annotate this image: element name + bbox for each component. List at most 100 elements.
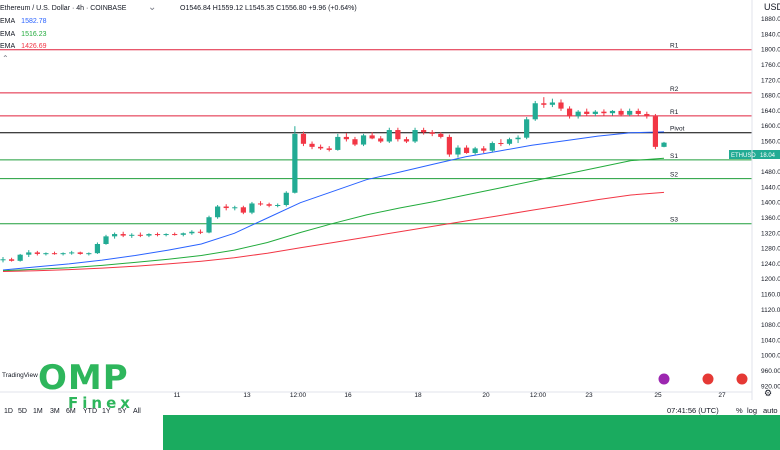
timeframe-5d[interactable]: 5D — [18, 408, 27, 415]
candle-body — [566, 108, 573, 117]
log-toggle[interactable]: log — [747, 406, 758, 415]
symbol-title[interactable]: Ethereum / U.S. Dollar · 4h · COINBASE — [0, 5, 127, 12]
flag-icon — [702, 373, 714, 385]
y-tick-label: 1120.00 — [761, 307, 780, 314]
candle-body — [412, 130, 418, 142]
candle-body — [232, 207, 238, 209]
candle-body — [206, 217, 212, 233]
clock[interactable]: 07:41:56 (UTC) — [667, 406, 719, 415]
candle-body — [584, 111, 590, 114]
candle-body — [524, 119, 530, 138]
settings-gear-icon[interactable]: ⚙ — [764, 388, 773, 398]
currency-menu[interactable]: USD — [764, 2, 780, 12]
candle-body — [635, 110, 641, 114]
x-tick-label: 20 — [482, 392, 490, 399]
candle-body — [378, 138, 384, 142]
candle-body — [592, 111, 598, 114]
timeframe-1d[interactable]: 1D — [4, 408, 13, 415]
finex-logo: Finex — [68, 394, 134, 412]
candle-body — [77, 252, 83, 254]
candle-body — [463, 147, 470, 153]
timeframe-1m[interactable]: 1M — [33, 408, 43, 415]
y-tick-label: 960.00 — [761, 368, 780, 375]
candle-body — [661, 142, 667, 147]
ema-line-2 — [2, 157, 665, 272]
y-tick-label: 1320.00 — [761, 230, 780, 237]
y-tick-label: 1080.00 — [761, 322, 780, 329]
candle-body — [515, 137, 521, 140]
x-tick-label: 27 — [718, 392, 726, 399]
auto-toggle[interactable]: auto — [763, 406, 778, 415]
candle-body — [455, 147, 461, 155]
candle-body — [300, 133, 307, 144]
ohlc-readout: O1546.84 H1559.12 L1545.35 C1556.80 +9.9… — [180, 5, 357, 12]
candle-body — [627, 110, 633, 115]
candle-body — [137, 234, 143, 236]
candle-body — [472, 148, 478, 153]
timeframe-6m[interactable]: 6M — [66, 408, 76, 415]
level-label-r2: R2 — [670, 86, 679, 93]
candle-body — [446, 136, 452, 155]
ema-legend-3[interactable]: EMA 1426.69 — [0, 43, 47, 50]
percent-toggle[interactable]: % — [736, 406, 743, 415]
y-tick-label: 1280.00 — [761, 246, 780, 253]
candle-body — [489, 143, 495, 151]
candle-body — [0, 259, 6, 261]
candle-body — [532, 103, 538, 120]
x-tick-label: 11 — [174, 392, 181, 399]
candle-body — [403, 139, 410, 142]
x-tick-label: 13 — [243, 392, 251, 399]
event-icons[interactable] — [658, 373, 748, 385]
timeframe-1y[interactable]: 1Y — [102, 408, 111, 415]
candle-body — [309, 143, 315, 147]
candle-body — [541, 103, 547, 105]
level-label-s1: S1 — [670, 153, 678, 160]
y-tick-label: 1480.00 — [761, 169, 780, 176]
y-tick-label: 1560.00 — [761, 139, 780, 146]
candle-body — [352, 139, 358, 145]
candle-body — [215, 206, 221, 218]
candle-body — [8, 259, 15, 261]
candle-body — [111, 234, 118, 237]
candle-body — [498, 143, 504, 145]
y-tick-label: 1440.00 — [761, 184, 780, 191]
candle-body — [197, 231, 204, 233]
x-tick-label: 25 — [654, 392, 662, 399]
ema-legend-1[interactable]: EMA 1582.78 — [0, 18, 47, 25]
timeframe-all[interactable]: All — [133, 408, 141, 415]
candle-body — [369, 135, 375, 139]
y-tick-label: 920.00 — [761, 383, 780, 390]
candle-body — [421, 130, 427, 133]
y-tick-label: 1720.00 — [761, 77, 780, 84]
candle-body — [257, 203, 264, 205]
ema-legend-2[interactable]: EMA 1516.23 — [0, 31, 47, 38]
candle-body — [644, 113, 650, 117]
candle-body — [163, 234, 169, 236]
timeframe-3m[interactable]: 3M — [50, 408, 60, 415]
dropdown-chevron-icon[interactable]: ⌄ — [148, 2, 157, 13]
ema-line-3 — [2, 191, 665, 272]
x-tick-label: 12:00 — [530, 392, 547, 399]
candle-body — [129, 234, 135, 236]
timeframe-ytd[interactable]: YTD — [83, 408, 97, 415]
candle-body — [34, 252, 40, 254]
omp-logo: OMP — [38, 358, 129, 398]
tradingview-logo: TradingView — [2, 372, 38, 379]
collapse-legend-icon[interactable]: ⌃ — [2, 54, 9, 63]
candle-body — [180, 233, 186, 235]
candle-body — [395, 130, 401, 140]
y-tick-label: 1800.00 — [761, 47, 780, 54]
candle-body — [549, 102, 556, 105]
candle-body — [438, 133, 444, 137]
candle-body — [60, 253, 66, 255]
candle-body — [652, 116, 659, 147]
candle-body — [172, 234, 178, 236]
timeframe-5y[interactable]: 5Y — [118, 408, 127, 415]
y-tick-label: 1160.00 — [761, 291, 780, 298]
y-tick-label: 1640.00 — [761, 108, 780, 115]
candle-body — [249, 203, 255, 213]
y-tick-label: 1040.00 — [761, 337, 780, 344]
level-label-r1: R1 — [670, 43, 679, 50]
candle-body — [266, 204, 272, 206]
